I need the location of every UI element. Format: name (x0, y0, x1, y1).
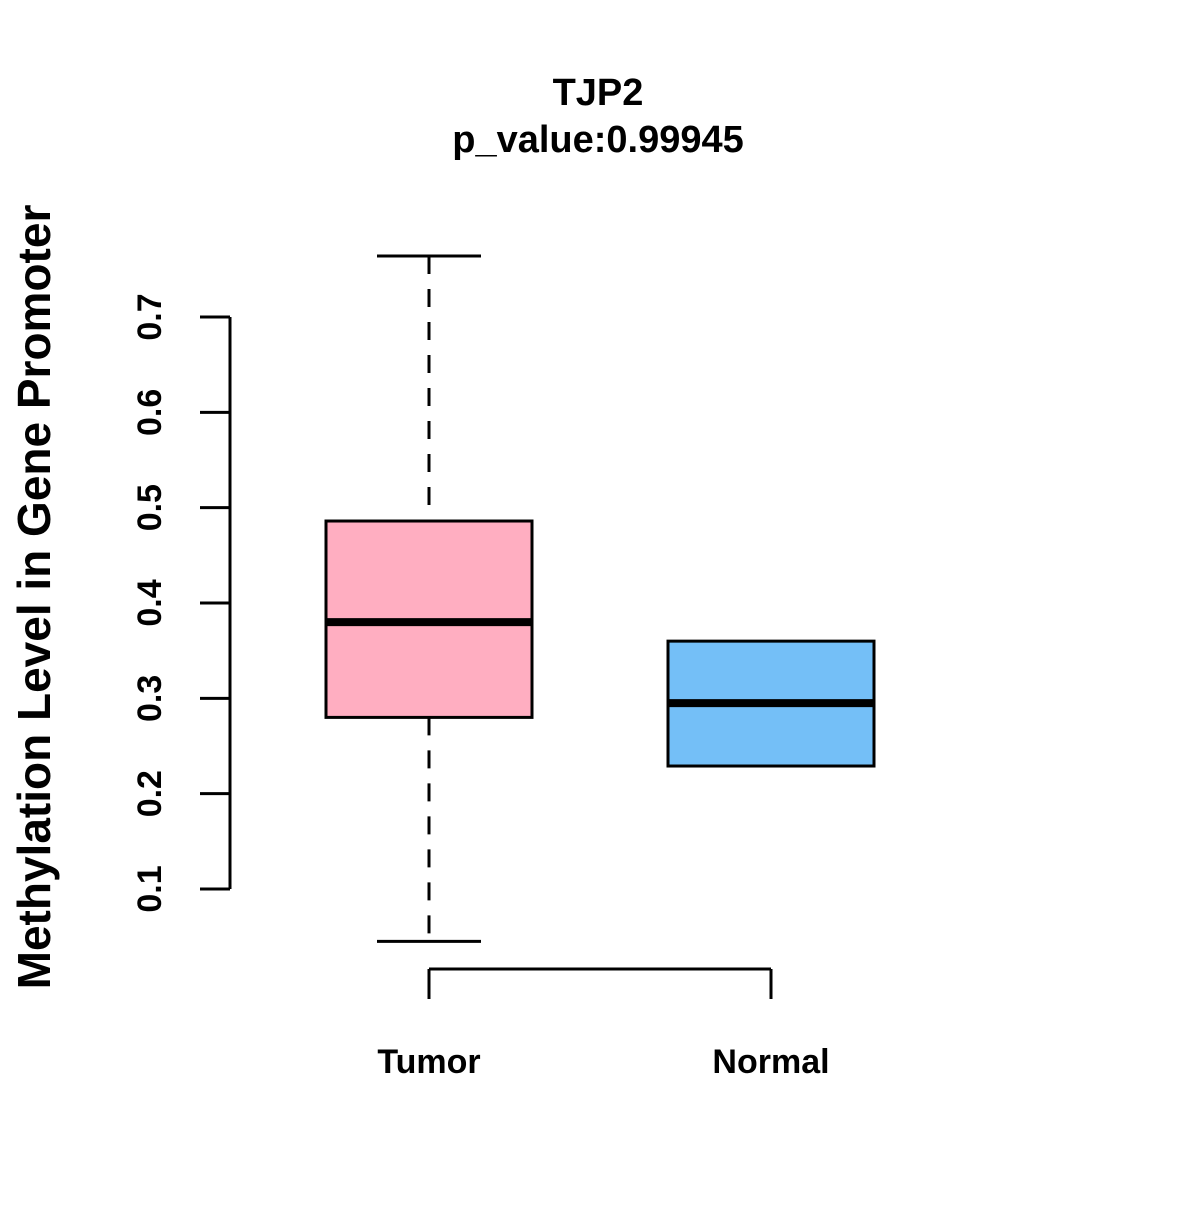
x-category-label-normal: Normal (712, 1043, 829, 1081)
y-tick-label: 0.1 (131, 865, 169, 912)
chart-subtitle: p_value:0.99945 (452, 119, 744, 161)
y-tick-label: 0.6 (131, 389, 169, 436)
y-tick-label: 0.7 (131, 293, 169, 340)
boxes-layer: Tumor Normal (324, 254, 876, 1081)
chart-title: TJP2 (553, 72, 644, 114)
x-category-label-tumor: Tumor (377, 1043, 480, 1081)
y-axis-label: Methylation Level in Gene Promoter (8, 205, 60, 990)
y-tick-label: 0.2 (131, 770, 169, 817)
y-tick-label: 0.5 (131, 484, 169, 531)
axes-layer: 0.1 0.2 0.3 0.4 0.5 0.6 0.7 (131, 293, 773, 999)
y-tick-label: 0.4 (131, 579, 169, 626)
y-tick-label: 0.3 (131, 675, 169, 722)
